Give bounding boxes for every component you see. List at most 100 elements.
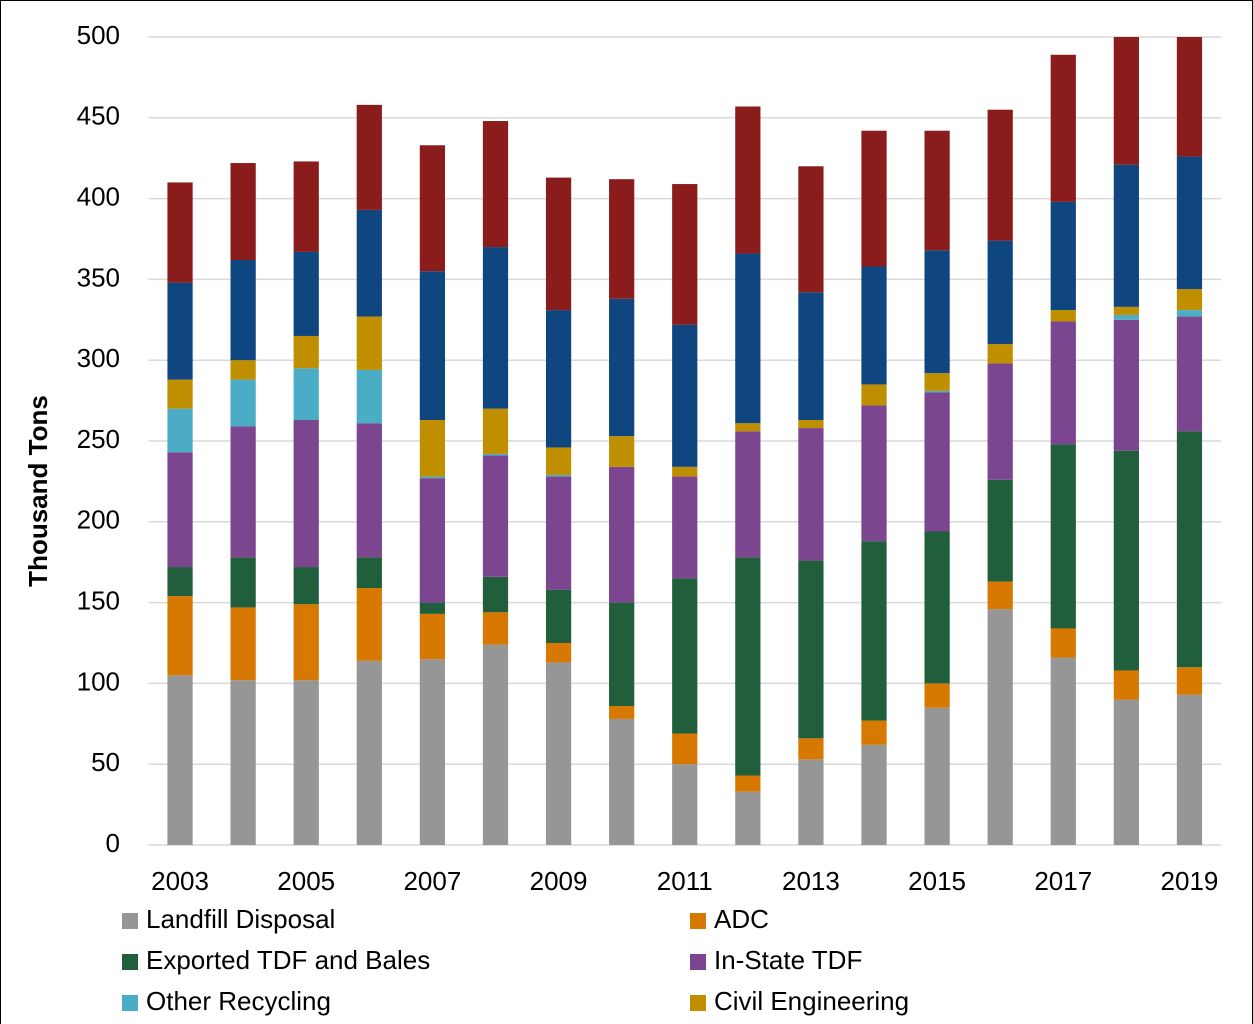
legend-label: Landfill Disposal: [146, 904, 335, 934]
bar-segment: [356, 660, 382, 845]
bar-segment: [1113, 670, 1139, 700]
bar-segment: [1113, 37, 1139, 165]
bar-segment: [545, 476, 572, 590]
bar-segment: [545, 177, 572, 311]
bar-segment: [924, 707, 950, 845]
bar-segment: [419, 271, 446, 420]
legend-swatch: [690, 913, 706, 929]
legend-swatch: [690, 995, 706, 1011]
bar-segment: [419, 478, 446, 603]
bar-segment: [482, 121, 509, 248]
bar-segment: [672, 733, 698, 765]
bar-segment: [861, 541, 887, 721]
bar-segment: [356, 104, 382, 210]
bar-segment: [1050, 444, 1076, 629]
bar-segment: [419, 659, 446, 845]
bar-segment: [987, 344, 1013, 364]
legend-swatch: [122, 913, 138, 929]
legend-label: ADC: [714, 904, 769, 934]
bar-segment: [1050, 310, 1076, 322]
legend-swatch: [122, 995, 138, 1011]
bar-segment: [609, 466, 635, 603]
bar-segment: [293, 604, 319, 681]
bar-segment: [356, 369, 382, 424]
bar-segment: [545, 474, 572, 477]
y-tick-label: 250: [77, 424, 120, 454]
bar-segment: [419, 602, 446, 614]
bar-segment: [419, 613, 446, 660]
bar-segment: [1050, 54, 1076, 202]
bar-segment: [545, 662, 572, 845]
bar-segment: [545, 310, 572, 448]
bar-segment: [1113, 450, 1139, 671]
bar-segment: [293, 368, 319, 420]
bar-segment: [293, 161, 319, 252]
x-tick-label: 2017: [1034, 866, 1092, 896]
bar-segment: [1050, 321, 1076, 445]
bar-segment: [798, 759, 824, 845]
bar-segment: [609, 602, 635, 707]
bar-segment: [798, 428, 824, 561]
bar-segment: [419, 419, 446, 477]
bar-segment: [167, 452, 193, 568]
bar-segment: [356, 209, 382, 317]
legend-label: In-State TDF: [714, 945, 862, 975]
bar-segment: [1176, 310, 1203, 317]
bar-segment: [167, 567, 193, 597]
bar-segment: [924, 390, 950, 393]
bar-segment: [293, 567, 319, 605]
bar-segment: [230, 557, 256, 608]
y-tick-label: 300: [77, 343, 120, 373]
x-tick-label: 2013: [782, 866, 840, 896]
bar-segment: [987, 581, 1013, 610]
bar-segment: [1176, 694, 1203, 845]
bar-segment: [293, 335, 319, 369]
bar-segment: [230, 680, 256, 845]
bar-segment: [735, 106, 761, 254]
x-tick-label: 2009: [530, 866, 588, 896]
bar-segment: [861, 405, 887, 542]
bar-segment: [861, 384, 887, 406]
bar-segment: [672, 466, 698, 477]
y-tick-label: 0: [106, 828, 120, 858]
bar-segment: [1050, 628, 1076, 658]
bar-segment: [1176, 431, 1203, 668]
bar-segment: [1176, 289, 1203, 311]
legend-swatch: [122, 954, 138, 970]
bar-segment: [672, 324, 698, 467]
x-tick-label: 2007: [403, 866, 461, 896]
bar-segment: [293, 251, 319, 336]
bar-segment: [230, 260, 256, 361]
bar-segment: [735, 423, 761, 432]
bar-segment: [1176, 667, 1203, 695]
bar-segment: [293, 680, 319, 845]
bar-segment: [861, 720, 887, 745]
bar-segment: [1176, 156, 1203, 290]
bar-segment: [356, 557, 382, 589]
bar-segment: [924, 130, 950, 251]
bar-segment: [1050, 201, 1076, 311]
bar-segment: [482, 644, 509, 845]
bar-segment: [798, 560, 824, 739]
bar-segment: [482, 453, 509, 456]
bar-segment: [545, 643, 572, 663]
bar-segment: [735, 431, 761, 558]
x-tick-label: 2003: [151, 866, 209, 896]
bar-segment: [924, 373, 950, 391]
bar-segment: [798, 738, 824, 760]
bar-segment: [672, 578, 698, 734]
bar-segment: [230, 607, 256, 681]
bar-segment: [672, 764, 698, 845]
bar-segment: [924, 250, 950, 374]
bar-segment: [356, 316, 382, 370]
bar-segment: [924, 683, 950, 708]
y-tick-label: 100: [77, 666, 120, 696]
bar-segment: [987, 609, 1013, 845]
bar-segment: [1113, 699, 1139, 845]
bar-segment: [482, 612, 509, 645]
y-tick-label: 500: [77, 20, 120, 50]
bar-segment: [987, 240, 1013, 345]
legend-label: Other Recycling: [146, 986, 331, 1016]
bar-segment: [545, 589, 572, 643]
